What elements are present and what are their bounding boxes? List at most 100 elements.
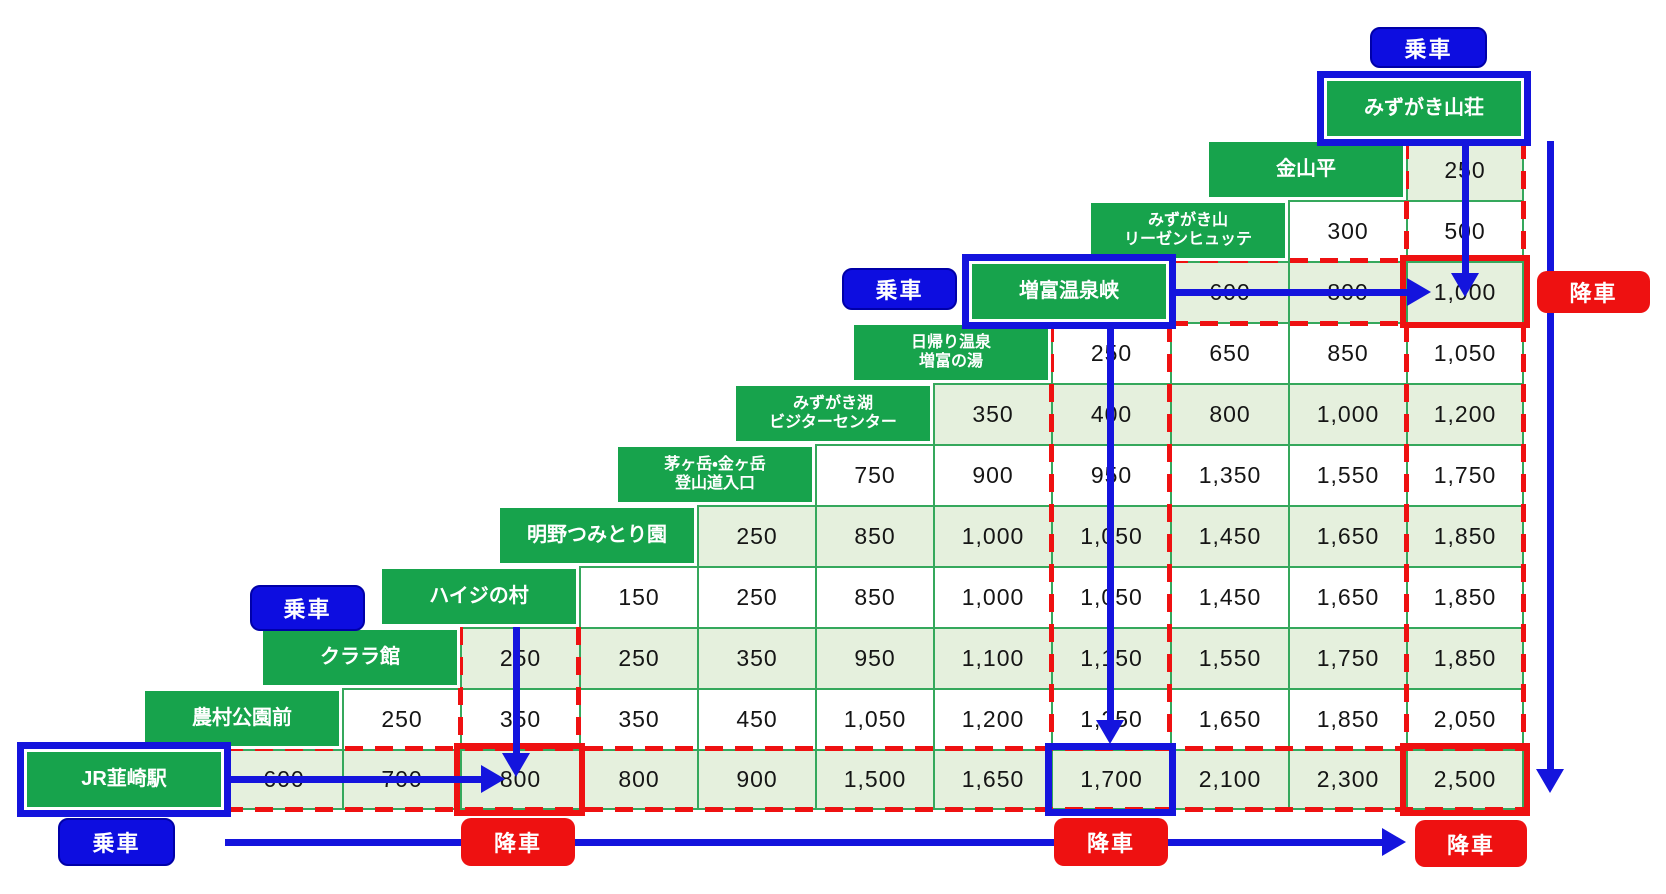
- station-line1: 茅ヶ岳・金ヶ岳: [664, 456, 766, 474]
- arrow-bottom-route-head: [1382, 828, 1406, 856]
- station-line2: ビジターセンター: [769, 413, 897, 431]
- fare-cell: 1,850: [1406, 505, 1524, 566]
- fare-cell: 1,550: [1170, 627, 1288, 688]
- fare-cell: 250: [697, 566, 815, 627]
- dashed-line-col11-right-upper: [1521, 141, 1526, 261]
- highlight-box-jr-nirasaki: [17, 742, 231, 817]
- fare-cell: 250: [579, 627, 697, 688]
- fare-cell: 650: [1170, 322, 1288, 383]
- fare-cell: 850: [1288, 322, 1406, 383]
- alight-badge-bottom-1: 降車: [461, 818, 575, 866]
- fare-cell: 1,450: [1170, 505, 1288, 566]
- dashed-line-jr-row-bottom: [225, 807, 1524, 812]
- fare-cell: 1,050: [1406, 322, 1524, 383]
- fare-cell: 1,450: [1170, 566, 1288, 627]
- station-cell-riesenhutte: みずがき山 リーゼンヒュッテ: [1088, 200, 1288, 261]
- dashed-line-col8-left: [1049, 324, 1054, 749]
- fare-cell: 1,000: [933, 566, 1051, 627]
- station-cell-kanayamadaira: 金山平: [1206, 139, 1406, 200]
- station-line2: 増富の湯: [918, 352, 983, 370]
- station-cell-jr-nirasaki: JR韮崎駅: [24, 749, 224, 810]
- arrow-masutomi-to-1000-line: [1173, 289, 1411, 296]
- board-badge-masutomi: 乗車: [842, 268, 957, 310]
- station-cell-mizugaki-lake-visitor-center: みずがき湖 ビジターセンター: [733, 383, 933, 444]
- fare-cell: 250: [342, 688, 460, 749]
- fare-cell: 1,000: [933, 505, 1051, 566]
- dashed-line-masutomi-row-bottom: [1170, 321, 1406, 326]
- fare-cell: 1,050: [815, 688, 933, 749]
- station-cell-mizugaki-sanso: みずがき山荘: [1324, 78, 1524, 139]
- fare-cell: 1,650: [1170, 688, 1288, 749]
- dashed-line-col11-left-lower: [1404, 324, 1409, 749]
- fare-cell: 1,200: [1406, 383, 1524, 444]
- fare-cell: 800: [1170, 383, 1288, 444]
- arrow-masutomi-down-line: [1107, 324, 1114, 724]
- fare-cell: 150: [579, 566, 697, 627]
- highlight-box-mizugaki-sanso: [1317, 71, 1531, 146]
- fare-cell: 2,100: [1170, 749, 1288, 810]
- fare-cell: 1,200: [933, 688, 1051, 749]
- board-badge-heidi: 乗車: [250, 585, 365, 631]
- fare-cell: 250: [697, 505, 815, 566]
- fare-cell: 1,650: [1288, 566, 1406, 627]
- fare-cell: 1,500: [815, 749, 933, 810]
- arrow-sanso-down-head: [1451, 273, 1479, 297]
- fare-cell: 450: [697, 688, 815, 749]
- station-line2: 登山道入口: [674, 474, 755, 492]
- fare-cell: 1,850: [1406, 627, 1524, 688]
- station-line1: みずがき湖: [792, 395, 873, 413]
- dashed-line-masutomi-row-top: [1170, 258, 1406, 263]
- fare-cell: 900: [697, 749, 815, 810]
- station-line2: リーゼンヒュッテ: [1123, 230, 1252, 248]
- fare-cell: 1,750: [1406, 444, 1524, 505]
- board-badge-top: 乗車: [1370, 27, 1487, 68]
- arrow-masutomi-down-head: [1096, 720, 1124, 744]
- station-cell-akeno-tsumitorien: 明野つみとり園: [497, 505, 697, 566]
- station-cell-masutomi-no-yu: 日帰り温泉 増富の湯: [851, 322, 1051, 383]
- arrow-sanso-down-line: [1462, 141, 1469, 277]
- arrow-heidi-down-line: [513, 627, 520, 757]
- station-line1: みずがき山: [1147, 212, 1228, 230]
- fare-cell: 850: [815, 505, 933, 566]
- station-line1: 日帰り温泉: [910, 334, 991, 352]
- fare-cell: 1,750: [1288, 627, 1406, 688]
- dashed-line-col3-right: [576, 627, 581, 749]
- fare-cell: 1,650: [933, 749, 1051, 810]
- fare-cell: 900: [933, 444, 1051, 505]
- alight-badge-bottom-3: 降車: [1415, 820, 1527, 867]
- station-cell-heidi-no-mura: ハイジの村: [379, 566, 579, 627]
- fare-cell: 1,100: [933, 627, 1051, 688]
- fare-cell: 800: [579, 749, 697, 810]
- alight-badge-bottom-2: 降車: [1054, 818, 1168, 866]
- arrow-masutomi-to-1000-head: [1407, 278, 1431, 306]
- alight-badge-right: 降車: [1537, 271, 1650, 313]
- fare-cell: 2,050: [1406, 688, 1524, 749]
- fare-cell: 1,650: [1288, 505, 1406, 566]
- fare-cell: 850: [815, 566, 933, 627]
- dashed-line-col3-left: [458, 627, 463, 749]
- highlight-box-fare-1700: [1045, 743, 1176, 816]
- arrow-jr-to-800-head: [481, 765, 505, 793]
- station-cell-masutomi-onsenkyo: 増富温泉峡: [969, 261, 1169, 322]
- station-cell-tozando-iriguchi: 茅ヶ岳・金ヶ岳 登山道入口: [615, 444, 815, 505]
- fare-cell: 300: [1288, 200, 1406, 261]
- dashed-line-col11-right-lower: [1521, 324, 1526, 749]
- fare-cell: 1,850: [1406, 566, 1524, 627]
- board-badge-bottom: 乗車: [58, 818, 175, 866]
- arrow-right-side-down-head: [1536, 769, 1564, 793]
- fare-cell: 1,850: [1288, 688, 1406, 749]
- fare-cell: 350: [933, 383, 1051, 444]
- arrow-bottom-route-line: [225, 839, 1382, 846]
- fare-cell: 2,300: [1288, 749, 1406, 810]
- arrow-jr-to-800-line: [225, 776, 485, 783]
- fare-cell: 1,000: [1288, 383, 1406, 444]
- fare-cell: 750: [815, 444, 933, 505]
- fare-cell: 1,550: [1288, 444, 1406, 505]
- dashed-line-col8-right: [1167, 324, 1172, 749]
- fare-cell: 1,350: [1170, 444, 1288, 505]
- fare-cell: 350: [579, 688, 697, 749]
- fare-cell: 2,500: [1406, 749, 1524, 810]
- station-cell-clara-kan: クララ館: [260, 627, 460, 688]
- fare-cell: 950: [815, 627, 933, 688]
